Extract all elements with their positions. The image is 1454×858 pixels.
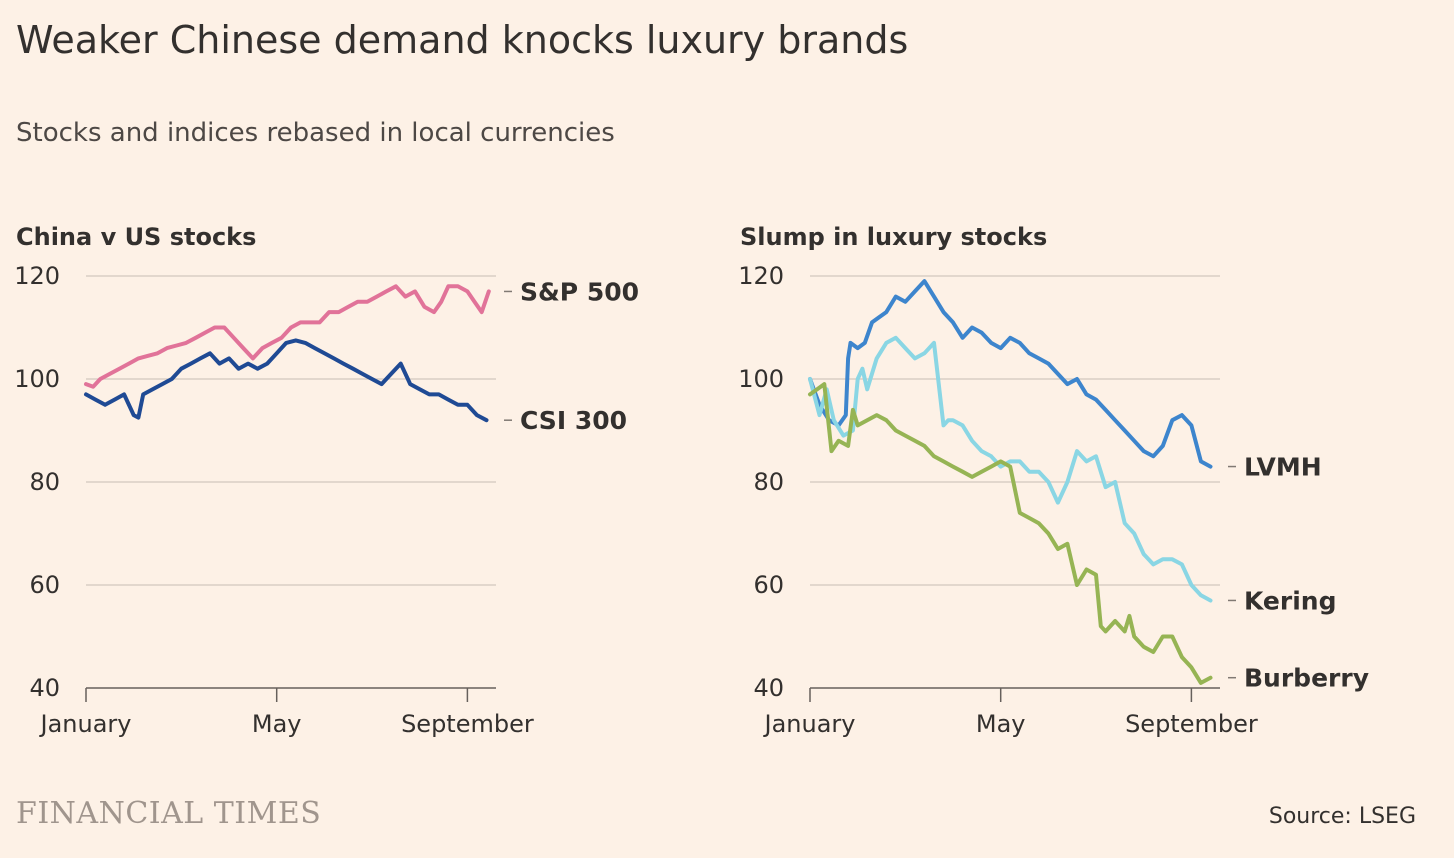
source-note: Source: LSEG	[1268, 804, 1416, 829]
chart-title: Weaker Chinese demand knocks luxury bran…	[16, 18, 909, 62]
y-tick-label: 100	[14, 365, 60, 393]
panel-0-line-labels: S&P 500 CSI 300	[504, 277, 639, 435]
y-tick-label: 60	[753, 571, 784, 599]
panel-0-x-axis: January May September	[39, 688, 534, 738]
y-tick-label: 40	[753, 674, 784, 702]
charts-canvas: China v US stocks 120 100 80 60 40 January Ma…	[14, 223, 1369, 738]
x-tick-label-january: January	[763, 710, 856, 738]
panel-0-grid	[86, 275, 496, 689]
panel-1-x-axis: January May September	[763, 688, 1258, 738]
panel-china-v-us: China v US stocks 120 100 80 60 40 January Ma…	[14, 223, 639, 738]
y-tick-label: 120	[14, 262, 60, 290]
series-line-s-p-500	[84, 284, 491, 389]
panel-1-series	[808, 279, 1213, 685]
y-tick-label: 100	[738, 365, 784, 393]
chart-subtitle: Stocks and indices rebased in local curr…	[16, 118, 615, 148]
line-label-kering: Kering	[1244, 586, 1336, 615]
ft-logo: FINANCIAL TIMES	[16, 796, 322, 831]
line-label-s-p-500: S&P 500	[520, 277, 639, 306]
x-tick-label-september: September	[401, 710, 534, 738]
panel-luxury-stocks: Slump in luxury stocks 120 100 80 60 40 Janu…	[738, 223, 1369, 738]
y-tick-label: 60	[29, 571, 60, 599]
x-tick-label-september: September	[1125, 710, 1258, 738]
series-line-kering	[808, 335, 1213, 603]
panel-title-luxury-stocks: Slump in luxury stocks	[740, 223, 1047, 251]
panel-1-y-axis: 120 100 80 60 40	[738, 262, 784, 702]
panel-title-china-v-us: China v US stocks	[16, 223, 256, 251]
series-line-burberry	[808, 382, 1213, 685]
x-tick-label-may: May	[976, 710, 1026, 738]
panel-0-y-axis: 120 100 80 60 40	[14, 262, 60, 702]
line-label-burberry: Burberry	[1244, 664, 1369, 693]
x-tick-label-may: May	[252, 710, 302, 738]
y-tick-label: 120	[738, 262, 784, 290]
x-tick-label-january: January	[39, 710, 132, 738]
series-line-lvmh	[808, 279, 1213, 469]
panel-1-grid	[810, 275, 1220, 689]
series-line-csi-300	[84, 338, 489, 423]
panel-0-series	[84, 284, 491, 423]
y-tick-label: 40	[29, 674, 60, 702]
line-label-csi-300: CSI 300	[520, 406, 627, 435]
y-tick-label: 80	[753, 468, 784, 496]
panel-1-line-labels: LVMH Kering Burberry	[1228, 453, 1369, 693]
line-label-lvmh: LVMH	[1244, 453, 1322, 482]
y-tick-label: 80	[29, 468, 60, 496]
